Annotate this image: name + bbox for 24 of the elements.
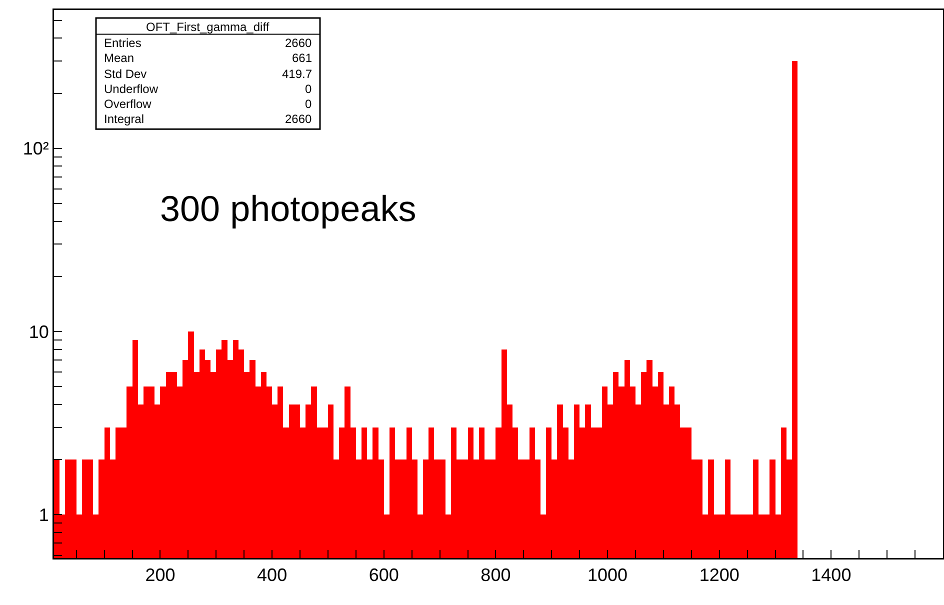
annotation: 0 bbox=[305, 97, 312, 111]
annotation: 661 bbox=[292, 51, 312, 65]
annotation: 419.7 bbox=[282, 67, 312, 81]
annotation: 300 photopeaks bbox=[160, 188, 416, 229]
x-tick-label: 1000 bbox=[588, 565, 628, 586]
annotation: 2660 bbox=[285, 112, 312, 126]
x-tick-label: 1200 bbox=[699, 565, 740, 586]
annotation: 2660 bbox=[285, 36, 312, 50]
annotation: Mean bbox=[104, 51, 134, 65]
x-tick-label: 200 bbox=[145, 565, 176, 586]
x-tick-label: 400 bbox=[257, 565, 288, 586]
annotation: Integral bbox=[104, 112, 144, 126]
x-tick-label: 600 bbox=[368, 565, 399, 586]
annotation: Overflow bbox=[104, 97, 152, 111]
y-tick-label: 10 bbox=[28, 322, 49, 342]
x-tick-label: 1400 bbox=[811, 565, 852, 586]
annotation: OFT_First_gamma_diff bbox=[146, 20, 270, 34]
y-tick-label: 1 bbox=[38, 504, 49, 525]
x-tick-label: 800 bbox=[480, 565, 511, 586]
annotation: Entries bbox=[104, 36, 142, 50]
annotation: Std Dev bbox=[104, 67, 147, 81]
y-tick-label: 10² bbox=[22, 138, 49, 159]
annotation: 0 bbox=[305, 82, 312, 96]
annotation: Underflow bbox=[104, 82, 158, 96]
